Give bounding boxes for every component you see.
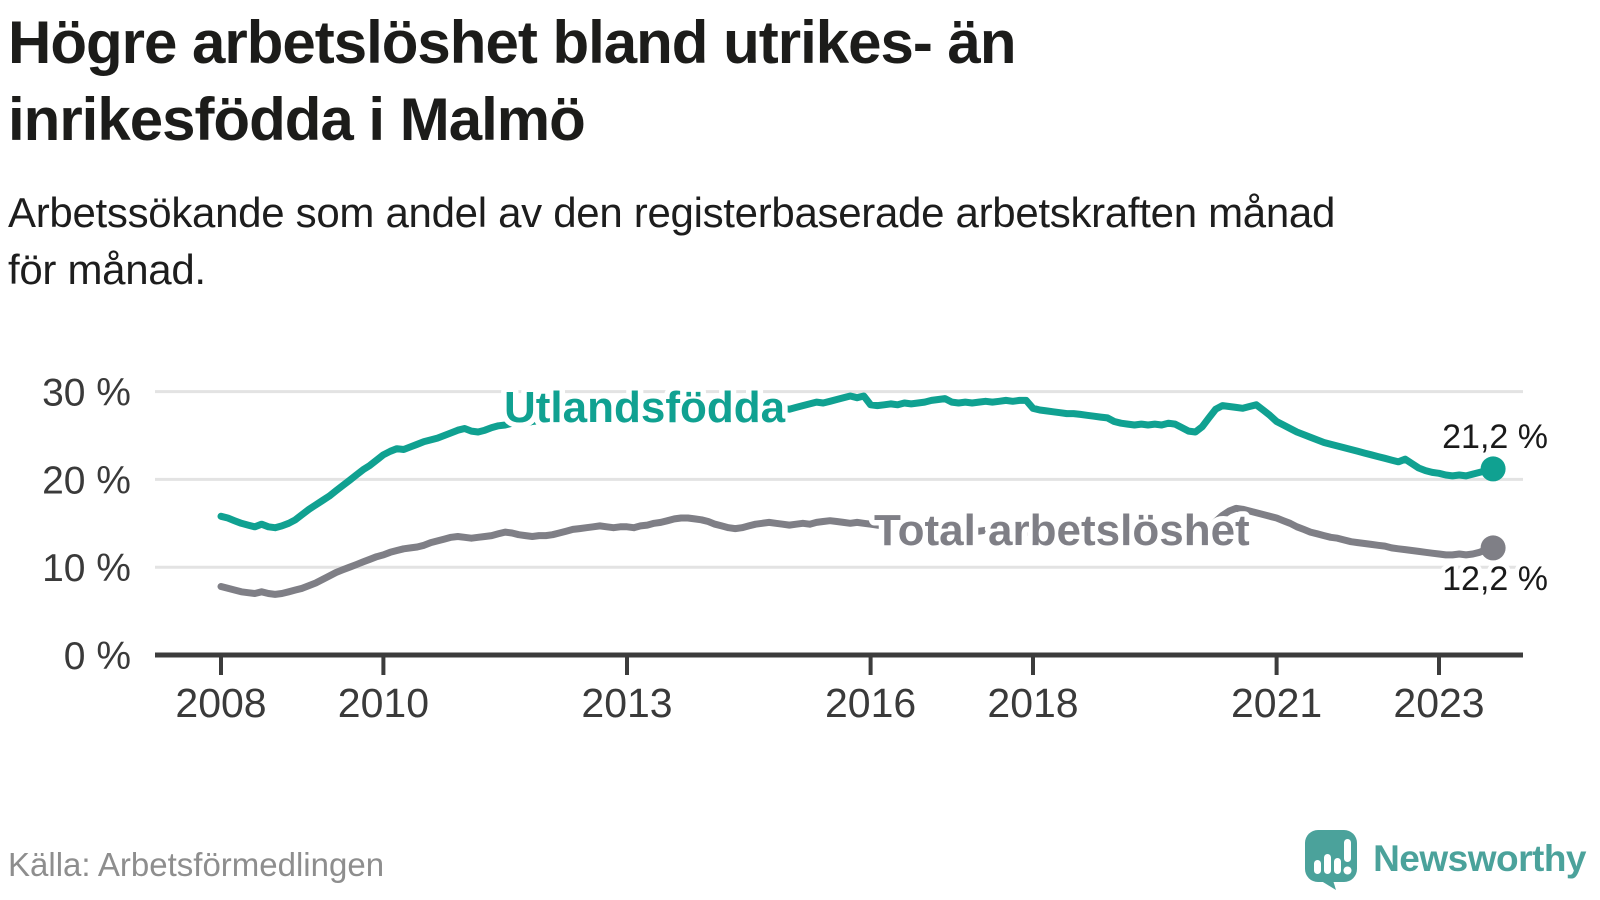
- y-tick-label: 30 %: [42, 372, 131, 415]
- data-lines: [217, 392, 1497, 598]
- x-tick-label: 2013: [581, 680, 672, 726]
- series-label-utlandsfodda: Utlandsfödda: [504, 383, 786, 432]
- x-tick-label: 2016: [825, 680, 916, 726]
- end-dots: [1480, 456, 1506, 561]
- x-tick-label: 2018: [987, 680, 1078, 726]
- source-note: Källa: Arbetsförmedlingen: [8, 846, 385, 883]
- gridlines: [155, 390, 1523, 658]
- page-subtitle: Arbetssökande som andel av den registerb…: [8, 184, 1592, 298]
- end-dot-total: [1480, 535, 1506, 561]
- line-series-utlandsfodda: [217, 392, 1497, 532]
- end-dot-utlandsfodda: [1480, 456, 1506, 482]
- y-tick-label: 0 %: [64, 635, 131, 678]
- title-line-2: inrikesfödda i Malmö: [8, 86, 586, 153]
- brand-wordmark: Newsworthy: [1373, 837, 1586, 879]
- series-label-total-arbetsloshet: Total arbetslöshet: [874, 506, 1250, 555]
- x-tick-label: 2021: [1231, 680, 1322, 726]
- newsworthy-brand: Newsworthy: [1304, 827, 1586, 890]
- x-tick-label: 2008: [175, 680, 266, 726]
- chart-header: Högre arbetslöshet bland utrikes- än inr…: [8, 4, 1592, 298]
- x-tick-label: 2010: [338, 680, 429, 726]
- page-title: Högre arbetslöshet bland utrikes- än inr…: [8, 4, 1592, 158]
- line-series-total: [217, 504, 1497, 598]
- end-value-utlandsfodda: 21,2 %: [1442, 418, 1548, 456]
- y-tick-label: 10 %: [42, 547, 131, 590]
- speech-bubble-bar-chart-exclamation-icon: [1305, 830, 1358, 890]
- axis-ticks: 0 % 10 % 20 % 30 % 2008 2010 2013 2016 2018 2021 2…: [42, 372, 1485, 726]
- subtitle-line-2: för månad.: [8, 246, 206, 293]
- y-tick-label: 20 %: [42, 459, 131, 502]
- x-tick-label: 2023: [1393, 680, 1484, 726]
- end-value-total: 12,2 %: [1442, 560, 1548, 598]
- title-line-1: Högre arbetslöshet bland utrikes- än: [8, 9, 1017, 76]
- subtitle-line-1: Arbetssökande som andel av den registerb…: [8, 189, 1336, 236]
